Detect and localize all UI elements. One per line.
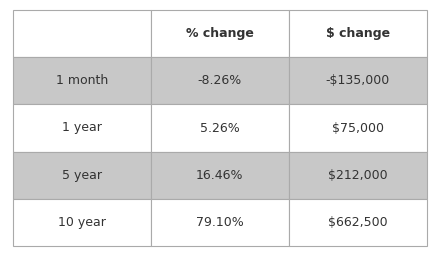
Text: 5.26%: 5.26%: [200, 122, 240, 134]
Bar: [289, 199, 427, 246]
Text: -$135,000: -$135,000: [326, 74, 390, 87]
Text: -8.26%: -8.26%: [198, 74, 242, 87]
Text: $662,500: $662,500: [328, 216, 388, 229]
Bar: [151, 104, 289, 152]
Bar: [13, 152, 151, 199]
Text: 10 year: 10 year: [58, 216, 106, 229]
Bar: [151, 152, 289, 199]
Bar: [13, 104, 151, 152]
Text: $75,000: $75,000: [332, 122, 384, 134]
Text: $212,000: $212,000: [328, 169, 388, 182]
Text: $ change: $ change: [326, 27, 390, 40]
Text: 79.10%: 79.10%: [196, 216, 244, 229]
Bar: [289, 10, 427, 57]
Bar: [289, 104, 427, 152]
Text: 1 month: 1 month: [56, 74, 108, 87]
Bar: [13, 199, 151, 246]
Bar: [289, 57, 427, 104]
Bar: [13, 57, 151, 104]
Bar: [289, 152, 427, 199]
Bar: [151, 57, 289, 104]
Bar: [13, 10, 151, 57]
Text: % change: % change: [186, 27, 254, 40]
Bar: [151, 10, 289, 57]
Text: 16.46%: 16.46%: [196, 169, 244, 182]
Bar: [151, 199, 289, 246]
Text: 1 year: 1 year: [62, 122, 102, 134]
Text: 5 year: 5 year: [62, 169, 102, 182]
